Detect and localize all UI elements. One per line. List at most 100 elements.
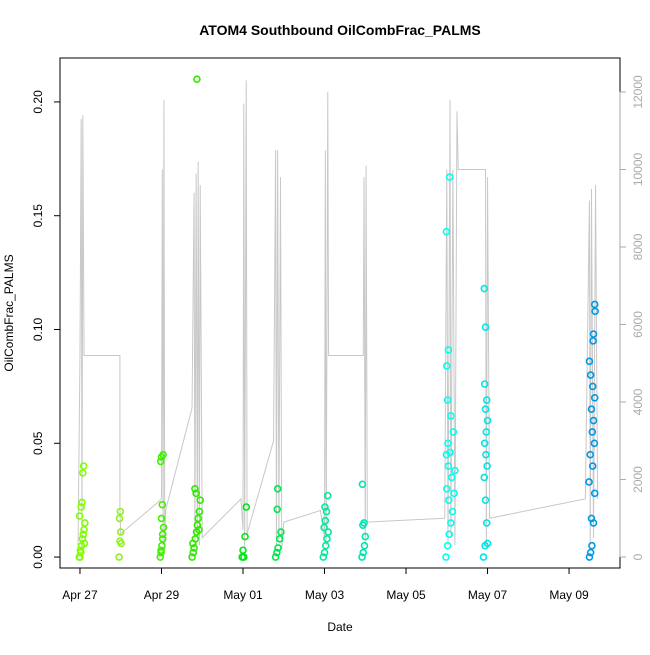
data-point <box>79 469 87 477</box>
data-point <box>79 462 88 470</box>
data-point <box>585 553 594 561</box>
data-point <box>117 539 125 548</box>
x-tick-label: May 01 <box>223 588 263 602</box>
data-point <box>445 530 454 539</box>
data-point <box>115 553 123 561</box>
data-point <box>116 507 125 516</box>
data-point <box>78 498 86 507</box>
plot-frame <box>59 57 621 569</box>
data-point <box>76 546 85 555</box>
data-point <box>193 521 202 530</box>
data-point <box>358 553 366 561</box>
x-tick-label: Apr 27 <box>62 588 98 602</box>
data-point <box>189 539 197 548</box>
data-point <box>450 489 458 498</box>
data-point <box>159 523 168 532</box>
data-point <box>361 532 370 541</box>
data-point <box>76 553 84 561</box>
data-point <box>241 532 249 541</box>
data-point <box>481 496 490 504</box>
data-point <box>483 539 492 548</box>
data-point <box>480 439 489 448</box>
data-point <box>196 496 205 504</box>
data-point <box>194 514 202 523</box>
data-point <box>479 553 488 561</box>
data-point <box>443 396 452 404</box>
y2-tick-label: 10000 <box>631 152 645 186</box>
data-point <box>273 548 281 557</box>
data-point <box>446 448 454 457</box>
data-point <box>80 525 88 534</box>
data-point <box>447 519 455 527</box>
data-point <box>271 553 280 561</box>
data-point <box>188 553 196 561</box>
data-point <box>322 507 331 516</box>
y-tick-label: 0.15 <box>31 204 45 228</box>
data-point <box>156 553 165 561</box>
data-point <box>442 362 451 370</box>
data-point <box>480 284 489 293</box>
data-point <box>588 428 597 436</box>
data-point <box>239 546 247 555</box>
x-tick-label: Apr 29 <box>144 588 180 602</box>
x-tick-label: May 07 <box>468 588 508 602</box>
data-point <box>273 505 282 514</box>
data-point <box>191 485 199 493</box>
data-point <box>590 439 599 448</box>
data-point <box>158 541 166 550</box>
data-point <box>447 473 456 482</box>
data-point <box>590 300 599 309</box>
data-point <box>482 428 491 436</box>
data-point <box>589 416 598 425</box>
data-point <box>277 528 285 536</box>
y2-tick-label: 6000 <box>631 311 645 338</box>
data-point <box>483 416 492 425</box>
data-point <box>195 507 204 516</box>
data-point <box>445 173 454 181</box>
data-point <box>482 396 491 404</box>
data-point <box>320 548 329 557</box>
data-point <box>591 307 599 316</box>
y-tick-label: 0.05 <box>31 431 45 455</box>
data-point <box>360 541 369 550</box>
data-point <box>77 503 85 511</box>
data-point <box>274 544 282 552</box>
x-tick-label: May 05 <box>386 588 426 602</box>
data-point <box>588 462 597 470</box>
data-point <box>157 546 165 555</box>
data-point <box>240 553 248 561</box>
data-point <box>445 496 453 504</box>
data-point <box>359 548 368 557</box>
data-point <box>156 457 165 466</box>
y-tick-label: 0.20 <box>31 90 45 114</box>
data-point <box>587 514 596 523</box>
data-point <box>321 516 330 525</box>
data-point <box>319 553 328 561</box>
data-point <box>116 528 125 536</box>
data-point <box>442 485 451 493</box>
data-point <box>190 544 198 552</box>
data-point <box>585 357 594 366</box>
y2-tick-label: 12000 <box>631 75 645 109</box>
data-point <box>321 503 329 511</box>
data-point <box>442 227 451 236</box>
data-point <box>193 75 201 83</box>
data-point <box>242 503 251 511</box>
data-point <box>323 491 332 500</box>
data-point <box>451 466 459 475</box>
y2-tick-label: 4000 <box>631 388 645 415</box>
data-point <box>320 523 328 532</box>
data-point <box>189 548 198 557</box>
data-point <box>444 439 452 448</box>
data-point <box>480 380 489 388</box>
y-tick-label: 0.10 <box>31 317 45 341</box>
data-point <box>482 519 491 527</box>
data-point <box>158 530 167 539</box>
data-point <box>442 553 450 561</box>
data-point <box>589 337 597 345</box>
data-point <box>589 330 598 338</box>
data-point <box>321 541 330 550</box>
data-point <box>588 382 597 391</box>
data-point <box>449 428 458 436</box>
data-point <box>158 500 167 509</box>
